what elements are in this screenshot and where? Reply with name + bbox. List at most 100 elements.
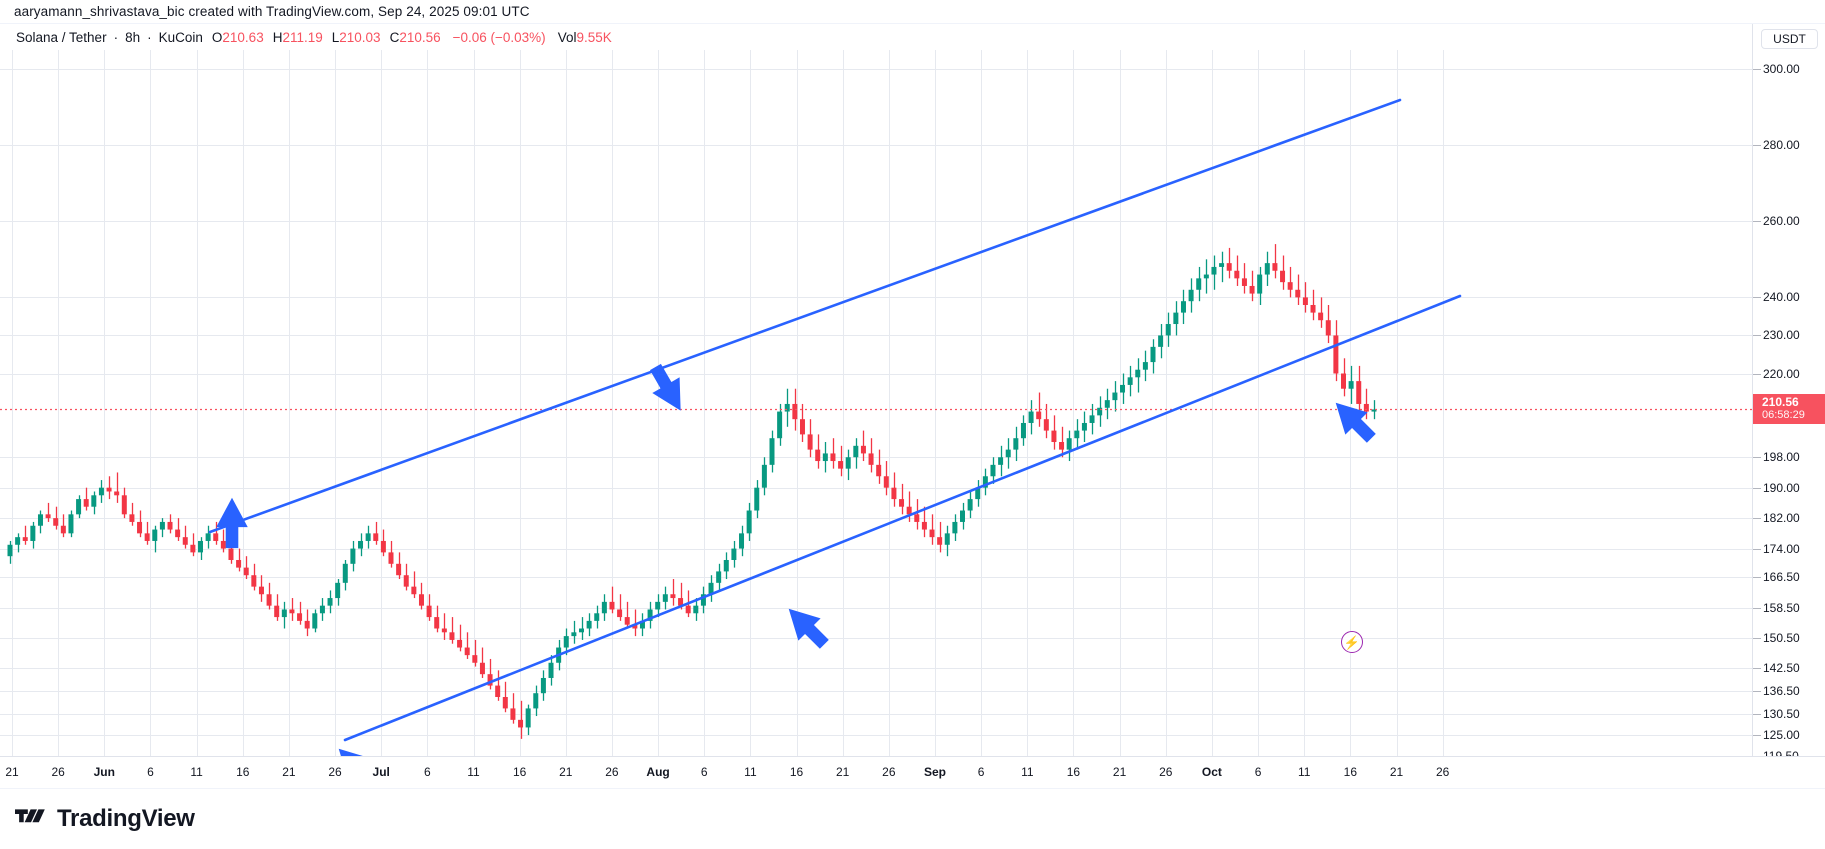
price-scale[interactable]: USDT 300.00 280.00 260.00 240.00 230.00 220.0… <box>1752 24 1825 763</box>
legend-sep-2: · <box>147 29 152 45</box>
legend-volume-value: 9.55K <box>576 29 612 45</box>
price-tick: 166.50 <box>1753 570 1825 584</box>
price-tick: 240.00 <box>1753 290 1825 304</box>
legend-high-key: H <box>272 29 283 45</box>
price-tick: 300.00 <box>1753 62 1825 76</box>
time-tick-day: 6 <box>424 765 431 779</box>
price-tick: 280.00 <box>1753 138 1825 152</box>
price-tick: 260.00 <box>1753 214 1825 228</box>
chart-plot-area[interactable]: ⚡ <box>0 50 1752 756</box>
price-tick: 125.00 <box>1753 728 1825 742</box>
price-tick-dash <box>1753 297 1761 299</box>
price-tick-dash <box>1753 607 1761 609</box>
time-tick-day: 26 <box>1159 765 1173 779</box>
price-tick: 190.00 <box>1753 481 1825 495</box>
time-tick-day: 16 <box>236 765 250 779</box>
price-tick-label: 220.00 <box>1763 366 1800 381</box>
earnings-bolt-icon[interactable]: ⚡ <box>1341 631 1363 653</box>
time-tick-day: 26 <box>605 765 619 779</box>
arrow-down-july-22[interactable] <box>642 359 694 418</box>
arrow-down-june-11[interactable] <box>216 497 248 549</box>
price-tick-dash <box>1753 487 1761 489</box>
time-tick-day: 16 <box>789 765 804 779</box>
price-tick-dash <box>1753 373 1761 375</box>
tradingview-mark-icon <box>15 808 45 822</box>
price-tick-dash <box>1753 668 1761 670</box>
drawing-overlays[interactable] <box>0 50 1752 756</box>
price-tick: 150.50 <box>1753 631 1825 645</box>
time-tick-day: 6 <box>147 765 154 779</box>
price-tick-label: 166.50 <box>1763 570 1800 585</box>
arrow-up-june-22[interactable] <box>328 738 386 756</box>
legend-low: L210.03 <box>332 30 381 45</box>
time-tick-day: 6 <box>700 765 708 779</box>
price-tick-label: 142.50 <box>1763 661 1800 676</box>
price-tick-label: 300.00 <box>1763 62 1800 77</box>
price-tick: 130.50 <box>1753 707 1825 721</box>
time-tick-day: 21 <box>1112 765 1127 779</box>
time-tick-day: 16 <box>1066 765 1081 779</box>
price-tick: 136.50 <box>1753 684 1825 698</box>
time-tick-day: 26 <box>882 765 896 779</box>
price-tick-dash <box>1753 714 1761 716</box>
time-tick-day: 21 <box>5 765 19 779</box>
time-tick-month: Jun <box>93 765 115 779</box>
price-tick: 198.00 <box>1753 450 1825 464</box>
legend-high: H211.19 <box>273 30 323 45</box>
price-tick-label: 174.00 <box>1763 541 1800 556</box>
chart-gridlines <box>0 50 1752 756</box>
legend-volume-key: Vol <box>557 29 577 45</box>
price-tick-dash <box>1753 548 1761 550</box>
time-tick-month: Sep <box>923 765 947 779</box>
arrow-up-september-23[interactable] <box>1325 392 1383 450</box>
candlestick-series <box>7 244 1377 739</box>
time-tick-day: 21 <box>559 765 573 779</box>
legend-open-key: O <box>211 29 223 45</box>
legend-exchange[interactable]: KuCoin <box>158 29 203 45</box>
time-scale[interactable]: 21 26 Jun 6 11 16 21 26 Jul 6 11 16 21 26 Aug 6 11 16 21 26… <box>0 756 1825 788</box>
time-tick-day: 11 <box>467 765 480 779</box>
arrow-up-august-3[interactable] <box>778 598 836 656</box>
currency-chip[interactable]: USDT <box>1761 29 1818 49</box>
price-tick-dash <box>1753 518 1761 520</box>
legend-volume: Vol9.55K <box>558 30 612 45</box>
price-tick-label: 190.00 <box>1763 480 1800 495</box>
time-tick-day: 26 <box>1435 765 1450 779</box>
time-tick-day: 11 <box>1021 765 1034 779</box>
legend-change: −0.06 (−0.03%) <box>452 29 546 45</box>
time-tick-day: 26 <box>51 765 65 779</box>
legend-symbol[interactable]: Solana / Tether <box>16 29 107 45</box>
time-tick-day: 11 <box>1297 765 1311 779</box>
legend-low-key: L <box>331 29 340 45</box>
price-tick-label: 158.50 <box>1763 600 1800 615</box>
chart-legend: Solana / Tether · 8h · KuCoin O210.63 H2… <box>0 26 612 48</box>
attribution-bar: aaryamann_shrivastava_bic created with T… <box>0 0 1825 24</box>
time-tick-day: 6 <box>977 765 985 779</box>
legend-sep-1: · <box>113 29 119 45</box>
time-tick-day: 11 <box>190 765 203 779</box>
tradingview-logo[interactable]: TradingView <box>15 805 195 833</box>
legend-interval[interactable]: 8h <box>125 29 141 45</box>
price-tick-label: 125.00 <box>1763 728 1800 743</box>
price-tick-dash <box>1753 69 1761 71</box>
time-tick-day: 6 <box>1254 765 1262 779</box>
attribution-text: aaryamann_shrivastava_bic created with T… <box>14 4 530 19</box>
legend-close-value: 210.56 <box>399 29 441 45</box>
time-tick-day: 21 <box>836 765 850 779</box>
price-tick-label: 280.00 <box>1763 138 1800 153</box>
price-tick-label: 182.00 <box>1763 511 1800 526</box>
bar-countdown: 06:58:29 <box>1762 409 1805 422</box>
price-tick: 158.50 <box>1753 601 1825 615</box>
price-tick: 230.00 <box>1753 328 1825 342</box>
footer-bar: TradingView <box>0 788 1825 849</box>
price-tick-dash <box>1753 145 1761 147</box>
legend-close-key: C <box>389 29 400 45</box>
time-tick-day: 21 <box>282 765 296 779</box>
price-tick-label: 260.00 <box>1763 214 1800 229</box>
time-tick-day: 11 <box>744 765 757 779</box>
price-tick-dash <box>1753 638 1761 640</box>
price-tick-dash <box>1753 735 1761 737</box>
last-price-badge[interactable]: 210.56 06:58:29 <box>1753 394 1825 425</box>
price-tick-label: 130.50 <box>1763 707 1800 722</box>
